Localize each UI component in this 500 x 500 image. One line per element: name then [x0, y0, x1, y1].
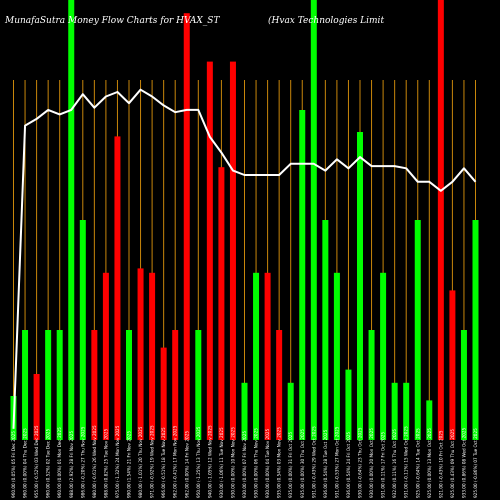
volume-bar — [276, 330, 283, 440]
volume-bar — [229, 61, 236, 440]
volume-bar — [206, 61, 213, 440]
x-tick-label: 931.00 (0.11%) 17 Fri Oct 2025 — [381, 432, 386, 498]
volume-bar — [79, 220, 86, 440]
volume-bar — [437, 0, 444, 440]
volume-bar — [333, 272, 340, 440]
volume-bar — [460, 330, 467, 440]
volume-bar — [322, 220, 329, 440]
x-tick-label: 936.00 (0.54%) 28 Tue Oct 2025 — [323, 429, 328, 498]
x-tick-label: 966.00 (-0.51%) 18 Tue Nov 2025 — [161, 427, 166, 498]
x-tick-label: 990.00 (1.54%) 21 Fri Nov 2025 — [127, 431, 132, 498]
volume-bar — [91, 330, 98, 440]
x-tick-label: 930.00 (-1.06%) 11 Tue Nov 2025 — [219, 427, 224, 498]
volume-bar — [56, 330, 63, 440]
x-tick-label: 962.00 (-0.41%) 17 Mon Nov 2025 — [173, 425, 178, 498]
volume-bar — [345, 369, 352, 440]
volume-bar — [160, 347, 167, 440]
volume-bar — [45, 330, 52, 440]
x-tick-label: 960.00 (0.52%) 02 Tue Dec 2025 — [46, 429, 51, 498]
price-line — [12, 88, 477, 429]
x-tick-label: 971.00 (-0.92%) 19 Wed Nov 2025 — [150, 425, 155, 498]
x-tick-label: 936.00 (0.54%) 24 Fri Oct 2025 — [346, 432, 351, 498]
volume-bar — [264, 272, 271, 440]
chart-title-right: (Hvax Technologies Limit — [268, 15, 384, 26]
x-tick-label: 940.00 (-1.05%) 12 Wed Nov 2025 — [207, 425, 212, 498]
x-tick-label: 988.00 (2.92%) 28 Fri Nov 2025 — [69, 431, 74, 498]
volume-bar — [472, 220, 479, 440]
x-tick-label: 925.00 (0.43%) 09 Thu Oct 2025 — [450, 429, 455, 498]
chart-title-left: MunafaSutra Money Flow Charts for HVAX_S… — [4, 16, 220, 26]
x-tick-label: 980.00 (-0.61%) 26 Wed Nov 2025 — [92, 425, 97, 498]
x-tick-label: 950.00 (-1.25%) 13 Thu Nov 2025 — [196, 426, 201, 498]
volume-bar — [183, 13, 190, 440]
price-line-layer — [12, 88, 477, 429]
volume-bar — [357, 132, 363, 440]
x-tick-label: 960.00 (0.00%) 01 Mon Dec 2025 — [57, 427, 62, 498]
volume-bar — [253, 272, 260, 440]
x-tick-label: 960.00 (0.00%) 04 Thu Dec 2025 — [23, 428, 28, 498]
volume-bars — [10, 0, 479, 440]
volume-bar — [368, 330, 375, 440]
volume-bar — [218, 167, 225, 440]
x-tick-label: 921.00 (-0.43%) 10 Fri Oct 2025 — [438, 430, 443, 498]
volume-bar — [22, 330, 29, 440]
x-tick-label: 932.00 (0.11%) 16 Thu Oct 2025 — [392, 429, 397, 498]
volume-bar — [403, 382, 410, 440]
x-tick-label: 975.00 (-1.32%) 24 Mon Nov 2025 — [115, 425, 120, 498]
x-tick-label: 960.00 (0.05%) 05 Fri Dec 2025 — [11, 431, 16, 498]
x-tick-label: 930.00 (-0.64%) 23 Thu Oct 2025 — [358, 427, 363, 498]
volume-bar — [414, 220, 421, 440]
volume-bar — [287, 382, 294, 440]
volume-bar — [68, 0, 75, 440]
x-tick-label: 925.00 (-0.86%) 07 Tue Oct 2025 — [473, 428, 478, 498]
volume-bar — [195, 330, 202, 440]
x-tick-label: 930.00 (0.00%) 07 Fri Nov 2025 — [242, 431, 247, 498]
volume-bar — [102, 272, 109, 440]
volume-bar — [299, 110, 306, 440]
x-tick-label: 930.00 (0.00%) 20 Mon Oct 2025 — [369, 428, 374, 498]
x-tick-label: 962.00 (0.00%) 14 Fri Nov 2025 — [184, 431, 189, 498]
volume-bar — [310, 0, 317, 440]
x-tick-label: 935.00 (0.00%) 30 Thu Oct 2025 — [300, 429, 305, 498]
volume-bar — [426, 400, 433, 440]
volume-bar — [449, 290, 456, 440]
x-tick-label: 925.00 (0.00%) 13 Mon Oct 2025 — [427, 428, 432, 498]
volume-bar — [126, 330, 132, 440]
x-tick-label: 935.00 (0.00%) 31 Fri Oct 2025 — [288, 432, 293, 498]
x-tick-label: 980.00 (-1.01%) 20 Thu Nov 2025 — [138, 426, 143, 498]
volume-bar — [149, 272, 156, 440]
x-tick-label: 931.00 (-0.11%) 15 Wed Oct 2025 — [404, 426, 409, 498]
x-tick-label: 986.00 (-0.20%) 27 Thu Nov 2025 — [80, 426, 85, 498]
volume-bar — [380, 272, 387, 440]
x-tick-label: 930.00 (0.00%) 06 Thu Nov 2025 — [254, 428, 259, 498]
x-tick-label: 988.00 (0.82%) 25 Tue Nov 2025 — [103, 428, 108, 498]
x-tick-label: 933.00 (0.86%) 08 Wed Oct 2025 — [461, 427, 466, 498]
volume-bar — [391, 382, 398, 440]
x-tick-label: 930.00 (0.00%) 04 Tue Nov 2025 — [265, 428, 270, 498]
x-tick-label: 930.00 (0.00%) 10 Mon Nov 2025 — [230, 427, 235, 498]
x-tick-labels: 960.00 (0.05%) 05 Fri Dec 2025 960.00 (0.… — [11, 425, 478, 498]
x-tick-label: 955.00 (-0.52%) 03 Wed Dec 2025 — [34, 425, 39, 498]
volume-bar — [33, 374, 40, 440]
volume-bar — [241, 382, 248, 440]
volume-bar — [114, 136, 121, 440]
volume-bar — [172, 330, 179, 440]
x-tick-label: 925.00 (-0.64%) 14 Tue Oct 2025 — [415, 428, 420, 498]
x-tick-label: 935.00 (0.54%) 03 Mon Nov 2025 — [277, 427, 282, 498]
x-tick-label: 931.00 (-0.53%) 27 Mon Oct 2025 — [334, 426, 339, 498]
x-tick-label: 931.00 (-0.43%) 29 Wed Oct 2025 — [311, 426, 316, 498]
volume-bar — [137, 268, 144, 440]
